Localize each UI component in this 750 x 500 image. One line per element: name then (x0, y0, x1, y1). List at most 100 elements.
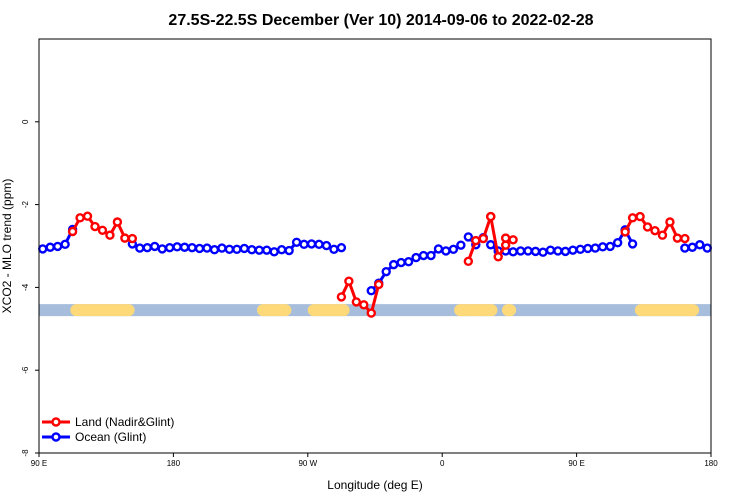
ocean-point (284, 245, 294, 256)
y-tick-label: -6 (21, 366, 30, 374)
ocean-point (142, 242, 152, 253)
y-tick-label: -2 (21, 200, 30, 208)
ocean-point (418, 250, 429, 261)
ocean-point (441, 246, 451, 256)
ocean-point (366, 286, 376, 296)
ocean-legend-label: Ocean (Glint) (75, 430, 146, 444)
ocean-point (388, 259, 399, 270)
ocean-point (247, 245, 257, 255)
land-point (486, 211, 496, 222)
ocean-point (515, 246, 526, 256)
ocean-point (612, 237, 623, 248)
land-point (336, 292, 347, 302)
ocean-point (224, 244, 235, 255)
ocean-point (680, 243, 690, 253)
land-point (665, 217, 675, 227)
ocean-point (590, 243, 600, 253)
ocean-point (239, 243, 250, 254)
ocean-point (456, 240, 466, 250)
ocean-point (396, 257, 406, 268)
x-tick-label: 90 E (568, 459, 584, 468)
ocean-point (605, 241, 615, 252)
ocean-point (687, 242, 698, 252)
ocean-point (575, 244, 586, 255)
ocean-point (276, 245, 287, 255)
land-point (642, 222, 653, 232)
ocean-point (403, 257, 414, 267)
land-point (657, 230, 668, 240)
y-tick-label: -8 (21, 449, 30, 457)
y-tick-label: -4 (21, 283, 30, 291)
ocean-point (695, 240, 705, 250)
land-point (672, 233, 683, 243)
ocean-point (508, 247, 518, 257)
y-tick-label: 0 (21, 119, 30, 124)
ocean-point (172, 242, 182, 252)
land-point (344, 276, 354, 286)
ocean-point (209, 245, 220, 255)
ocean-point (187, 242, 197, 253)
ocean-point (299, 239, 309, 250)
land-point (351, 297, 362, 307)
land-point (82, 211, 93, 221)
chart-title: 27.5S-22.5S December (Ver 10) 2014-09-06… (168, 12, 593, 29)
ocean-point (702, 243, 712, 253)
ocean-point (202, 243, 212, 253)
ocean-point (463, 232, 474, 242)
x-tick-label: 180 (167, 459, 181, 468)
ocean-point (217, 243, 227, 253)
ocean-point (164, 242, 175, 253)
land-point (75, 213, 85, 223)
ocean-point (38, 244, 48, 254)
ocean-point (306, 239, 317, 249)
land-point (627, 213, 638, 223)
ocean-point (538, 247, 548, 257)
y-axis-label: XCO2 - MLO trend (ppm) (0, 179, 14, 314)
land-point (500, 233, 511, 243)
land-point (478, 233, 488, 244)
land-legend-label: Land (Nadir&Glint) (75, 415, 174, 429)
ocean-point (560, 246, 571, 257)
ocean-point (232, 244, 242, 255)
x-axis: 90 E 180 90 W 0 90 E 180 (31, 453, 718, 468)
land-point (112, 217, 123, 227)
x-tick-label: 90 W (298, 459, 317, 468)
ocean-point (291, 237, 302, 247)
x-axis-label: Longitude (deg E) (327, 478, 422, 492)
ocean-point (135, 243, 145, 253)
plot-frame (38, 38, 712, 454)
ocean-point (150, 241, 160, 252)
land-series (67, 211, 690, 318)
land-point (366, 308, 376, 318)
land-point (508, 235, 518, 245)
ocean-point (45, 242, 55, 252)
land-point (120, 233, 130, 243)
ocean-point (411, 252, 421, 263)
ocean-point (598, 242, 608, 252)
land-point (127, 233, 138, 244)
ocean-point (553, 246, 563, 256)
x-tick-label: 90 E (31, 459, 47, 468)
ocean-point (336, 242, 347, 253)
y-axis: 0 -2 -4 -6 -8 (21, 119, 39, 457)
land-point (67, 226, 78, 237)
ocean-point (545, 245, 556, 255)
ocean-point (321, 240, 332, 251)
land-point (680, 233, 690, 244)
ocean-legend-marker (51, 432, 61, 442)
land-point (90, 221, 100, 232)
ocean-point (583, 243, 593, 254)
ocean-point (523, 246, 533, 256)
ocean-point (486, 240, 496, 250)
ocean-point (52, 241, 63, 252)
x-tick-label: 180 (704, 459, 718, 468)
ocean-point (433, 244, 444, 254)
ocean-point (381, 266, 391, 277)
ocean-point (254, 245, 264, 255)
ocean-point (314, 239, 324, 250)
x-tick-label: 0 (440, 459, 445, 468)
land-point (105, 230, 115, 240)
ocean-point (179, 242, 190, 252)
land-legend-marker (51, 417, 61, 427)
